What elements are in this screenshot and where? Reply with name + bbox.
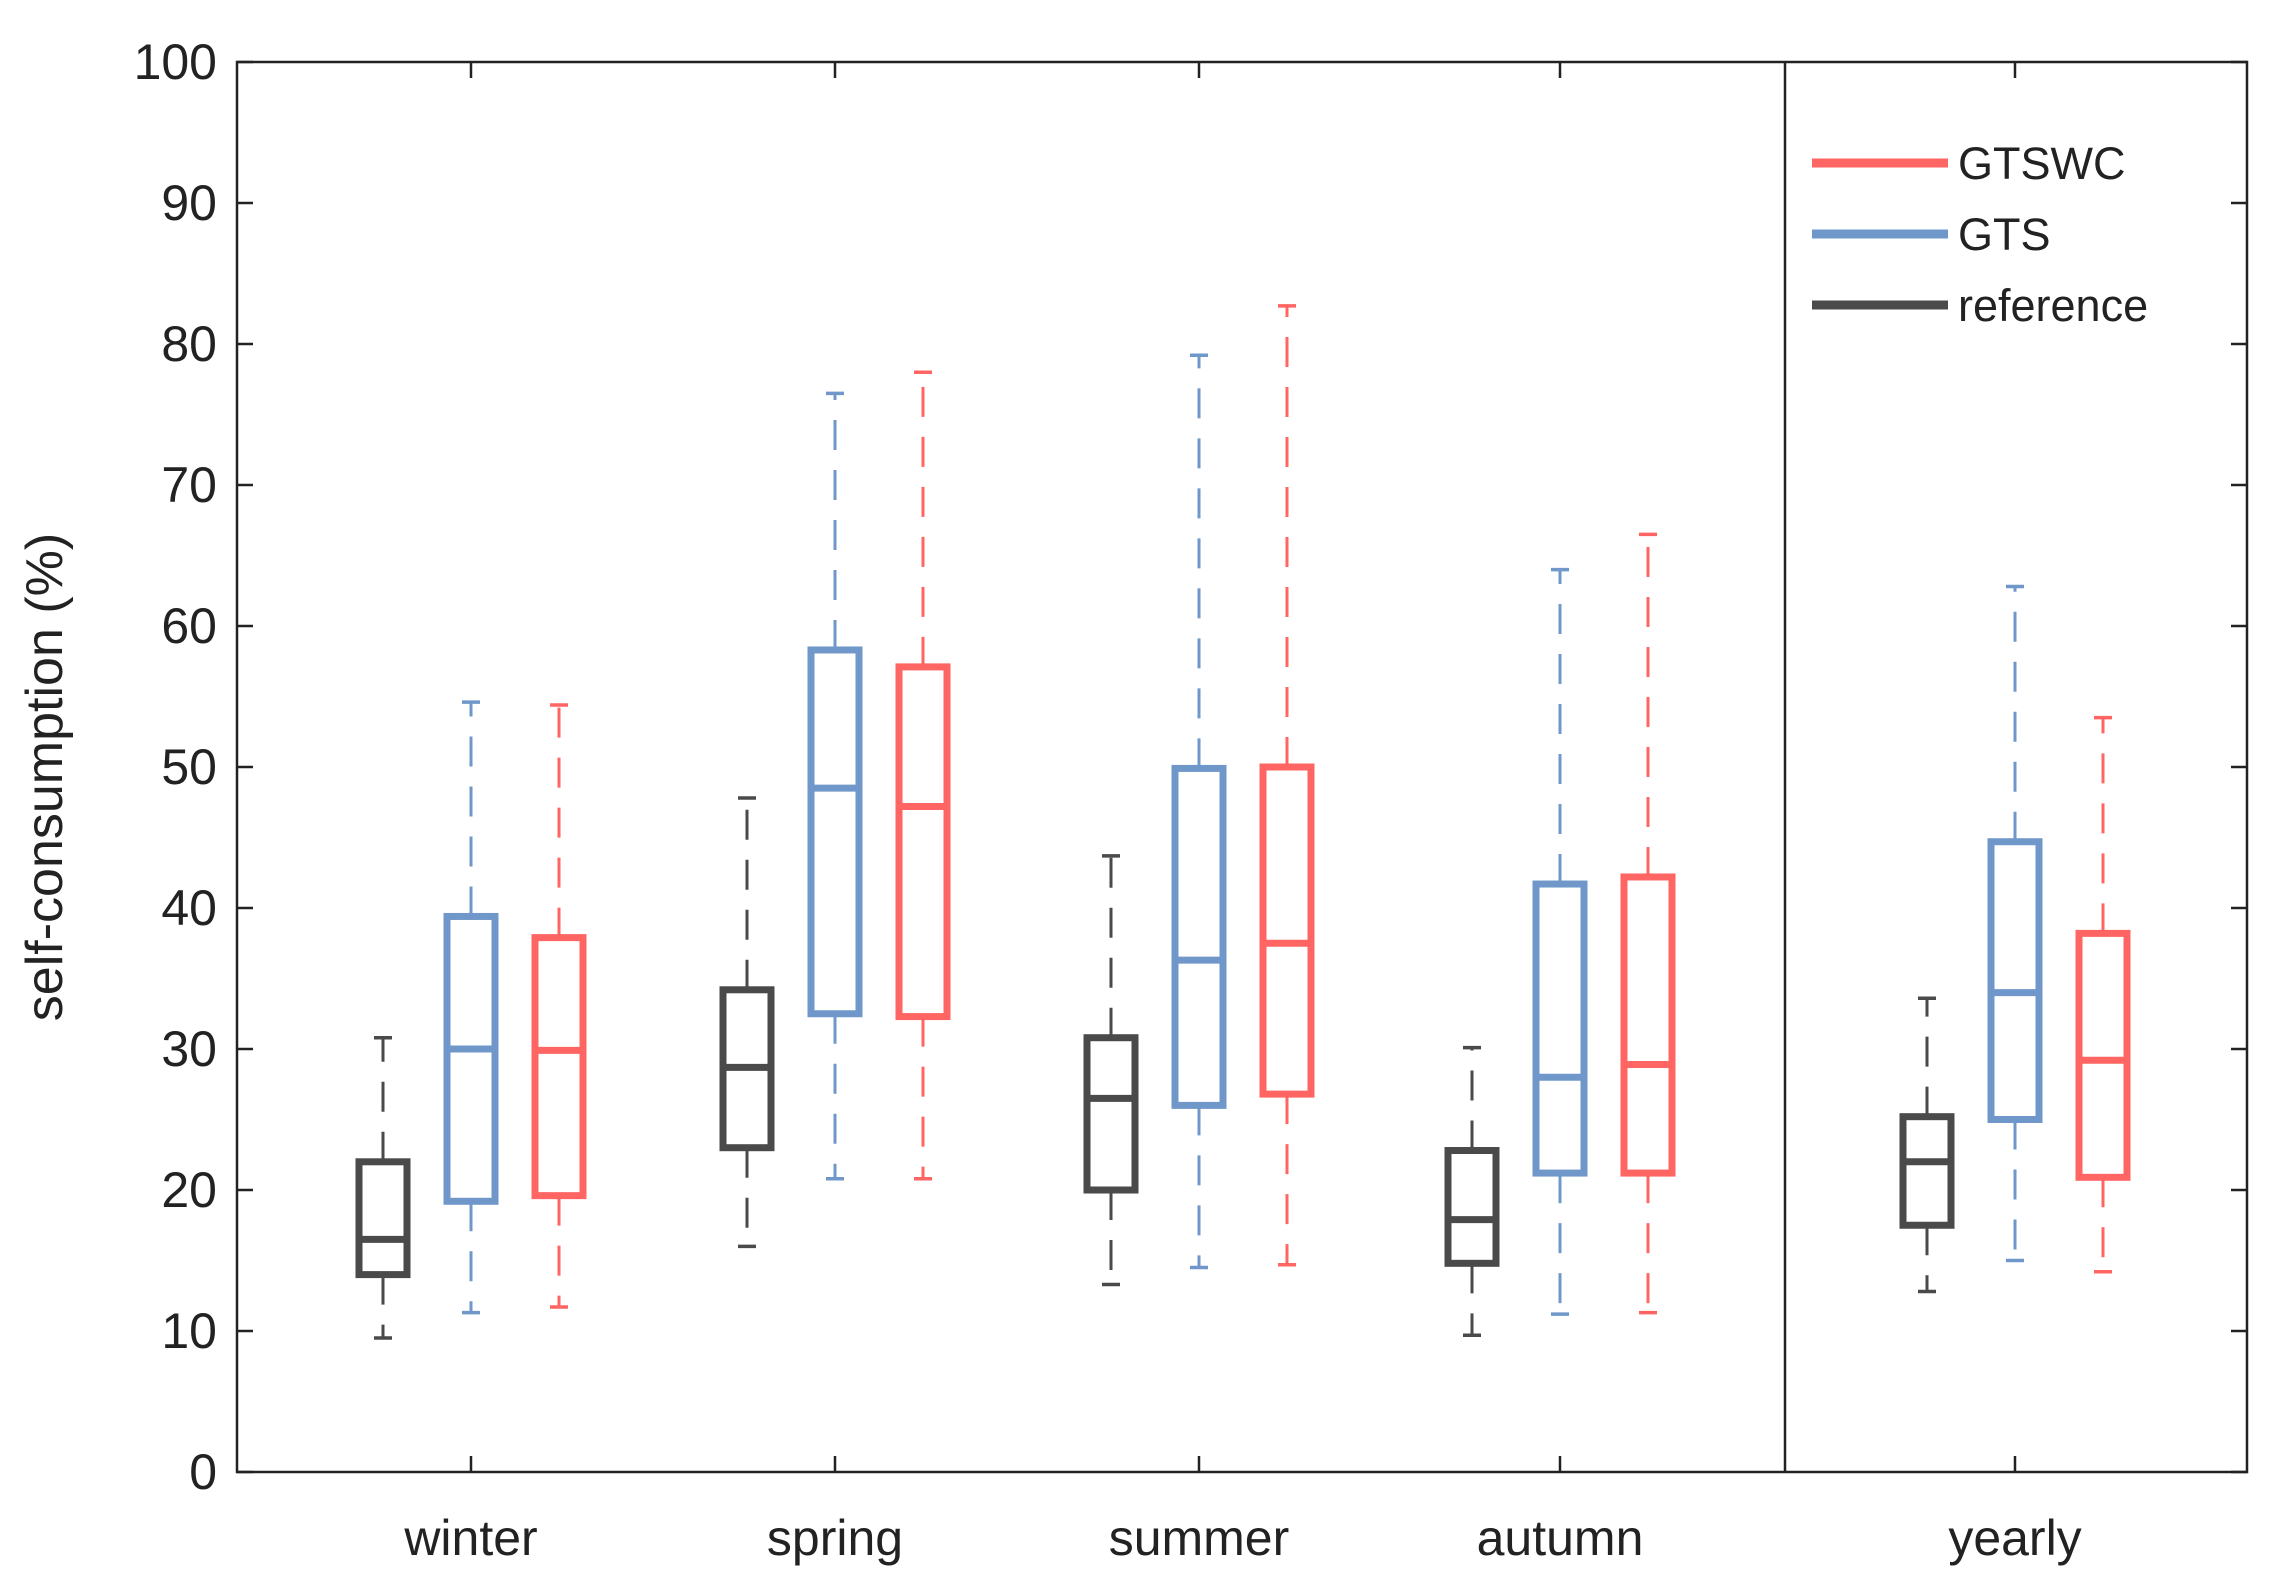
box-rect [2075,929,2131,1181]
box-rect [1259,763,1315,1098]
box-rect [1899,1113,1955,1229]
x-category-label: autumn [1477,1510,1644,1566]
box-reference-spring [719,796,775,1249]
y-axis-title: self-consumption (%) [16,533,74,1021]
x-category-label: winter [403,1510,537,1566]
y-tick-label: 50 [161,739,217,795]
box-GTSWC-spring [895,370,951,1181]
legend-item-GTS: GTS [1812,209,2051,260]
y-tick-label: 40 [161,880,217,936]
series-GTSWC [531,304,2131,1315]
box-rect [443,912,499,1205]
plot-frame [235,60,2249,1474]
box-GTSWC-summer [1259,304,1315,1267]
y-tick-label: 80 [161,316,217,372]
legend: GTSWC GTS reference [1812,138,2148,331]
plot-area [235,60,2249,1474]
series-GTS [443,353,2043,1316]
y-tick-label: 70 [161,457,217,513]
box-reference-autumn [1444,1045,1500,1337]
box-rect [1532,880,1588,1177]
box-rect [895,663,951,1021]
y-tick-label: 60 [161,598,217,654]
y-tick-label: 20 [161,1162,217,1218]
legend-label: GTS [1958,209,2051,260]
box-reference-winter [355,1035,411,1340]
legend-label: GTSWC [1958,138,2125,189]
box-reference-summer [1083,854,1139,1287]
box-rect [1987,838,2043,1123]
legend-label: reference [1958,280,2148,331]
box-GTSWC-autumn [1620,532,1676,1315]
y-tick-label: 90 [161,175,217,231]
box-rect [531,934,587,1200]
axes: 0 10 20 30 40 50 60 70 80 90 100 winter spring summer… [134,34,2247,1566]
x-category-label: yearly [1948,1510,2081,1566]
x-category-label: summer [1109,1510,1290,1566]
box-reference-yearly [1899,996,1955,1294]
box-GTSWC-winter [531,703,587,1309]
box-rect [1444,1147,1500,1267]
y-tick-label: 30 [161,1021,217,1077]
legend-item-GTSWC: GTSWC [1812,138,2125,189]
x-category-label: spring [767,1510,903,1566]
box-rect [355,1158,411,1279]
chart-marks [355,304,2131,1340]
box-rect [1620,873,1676,1177]
box-rect [1083,1034,1139,1194]
box-GTS-winter [443,700,499,1315]
box-GTSWC-yearly [2075,715,2131,1274]
box-rect [807,646,863,1018]
box-GTS-spring [807,391,863,1181]
box-GTS-summer [1171,353,1227,1270]
box-GTS-autumn [1532,567,1588,1316]
series-reference [355,796,1955,1340]
legend-item-reference: reference [1812,280,2148,331]
y-tick-label: 10 [161,1303,217,1359]
y-tick-label: 100 [134,34,217,90]
y-tick-label: 0 [189,1444,217,1500]
box-rect [1171,764,1227,1109]
box-GTS-yearly [1987,584,2043,1263]
